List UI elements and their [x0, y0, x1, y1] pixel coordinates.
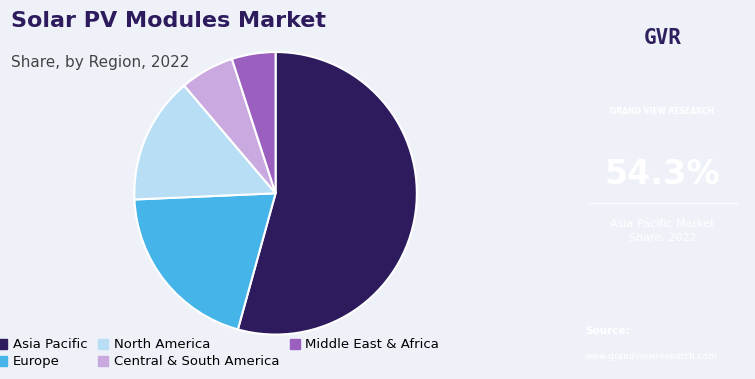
Wedge shape [184, 59, 276, 193]
Legend: Asia Pacific, Europe, North America, Central & South America, Middle East & Afri: Asia Pacific, Europe, North America, Cen… [0, 335, 443, 373]
Point [732, 200, 741, 205]
Text: Solar PV Modules Market: Solar PV Modules Market [11, 11, 326, 31]
Text: Asia Pacific Market
Share, 2022: Asia Pacific Market Share, 2022 [610, 219, 715, 243]
Text: Share, by Region, 2022: Share, by Region, 2022 [11, 55, 190, 70]
Text: GVR: GVR [643, 28, 682, 48]
Text: 54.3%: 54.3% [605, 158, 720, 191]
Text: Source:: Source: [585, 326, 630, 336]
Point [584, 200, 593, 205]
Wedge shape [134, 86, 276, 199]
Text: GRAND VIEW RESEARCH: GRAND VIEW RESEARCH [611, 107, 714, 116]
Wedge shape [238, 52, 417, 335]
Wedge shape [232, 52, 276, 193]
Wedge shape [134, 193, 276, 329]
Text: www.grandviewresearch.com: www.grandviewresearch.com [585, 352, 718, 362]
